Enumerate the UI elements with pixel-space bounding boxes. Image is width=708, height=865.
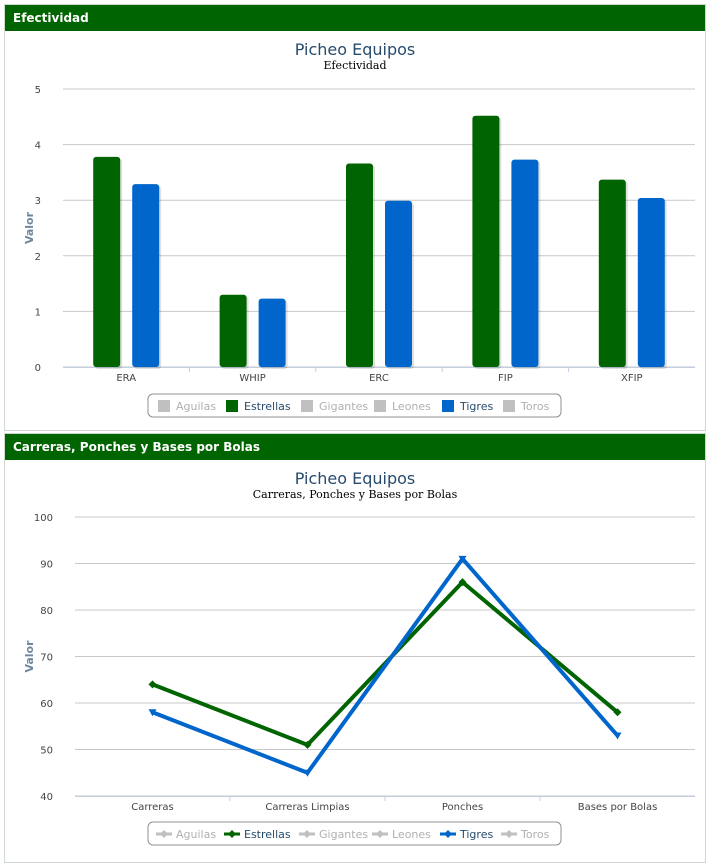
legend-item-leones[interactable]: Leones: [374, 400, 431, 413]
legend-label: Toros: [520, 400, 550, 413]
bar[interactable]: [385, 200, 412, 367]
legend-label: Estrellas: [244, 828, 291, 841]
x-tick-label: Carreras: [131, 802, 174, 813]
y-tick-label: 1: [35, 307, 41, 318]
legend-marker: [303, 830, 311, 838]
data-point[interactable]: [458, 578, 467, 587]
carreras-panel: Carreras, Ponches y Bases por Bolas Pich…: [4, 433, 706, 863]
bar[interactable]: [132, 184, 160, 367]
legend-label: Toros: [520, 828, 550, 841]
bar[interactable]: [472, 115, 500, 367]
bar[interactable]: [637, 197, 665, 367]
legend-label: Leones: [392, 828, 431, 841]
legend-label: Gigantes: [319, 400, 368, 413]
legend-item-leones[interactable]: Leones: [372, 828, 431, 841]
legend-marker: [228, 830, 236, 838]
legend-swatch: [374, 400, 386, 412]
panel-header: Carreras, Ponches y Bases por Bolas: [5, 434, 705, 460]
bar[interactable]: [346, 163, 373, 367]
y-axis-title: Valor: [23, 211, 36, 244]
x-tick-label: XFIP: [621, 373, 643, 384]
bar[interactable]: [219, 294, 247, 367]
legend-label: Tigres: [459, 828, 493, 841]
legend: Aguilas Estrellas Gigantes Leones Tigres Toro…: [147, 393, 562, 418]
legend-label: Leones: [392, 400, 431, 413]
legend-item-aguilas[interactable]: Aguilas: [156, 828, 216, 841]
legend-label: Estrellas: [244, 400, 291, 413]
legend-item-aguilas[interactable]: Aguilas: [158, 400, 216, 413]
legend-swatch: [301, 400, 313, 412]
y-tick-label: 0: [35, 363, 41, 374]
legend: Aguilas Estrellas Gigantes Leones Tigres Toro…: [147, 821, 562, 846]
efectividad-panel: Efectividad Picheo Equipos Efectividad 0 1 2…: [4, 4, 706, 431]
y-tick-label: 5: [35, 85, 41, 96]
series-estrellas: [93, 115, 628, 369]
chart-title: Picheo Equipos: [295, 469, 416, 488]
legend-marker: [160, 830, 168, 838]
x-tick-label: FIP: [498, 373, 513, 384]
legend-item-gigantes[interactable]: Gigantes: [299, 828, 368, 841]
legend-marker: [376, 830, 384, 838]
x-tick-label: WHIP: [239, 373, 265, 384]
legend-item-estrellas[interactable]: Estrellas: [226, 400, 291, 413]
y-tick-label: 100: [34, 513, 53, 524]
legend-swatch: [226, 400, 238, 412]
legend-item-tigres[interactable]: Tigres: [440, 828, 493, 841]
legend-label: Aguilas: [176, 828, 216, 841]
legend-box: [147, 821, 562, 846]
legend-item-toros[interactable]: Toros: [503, 400, 550, 413]
bar[interactable]: [93, 156, 121, 367]
x-tick-label: Bases por Bolas: [578, 802, 658, 813]
y-axis-title: Valor: [23, 640, 36, 673]
y-tick-label: 50: [40, 746, 53, 757]
series-line: [151, 556, 620, 775]
x-tick-label: ERC: [369, 373, 389, 384]
data-point[interactable]: [613, 708, 622, 717]
data-point[interactable]: [303, 740, 312, 749]
legend-swatch: [158, 400, 170, 412]
y-tick-label: 3: [35, 196, 41, 207]
legend-label: Tigres: [459, 400, 493, 413]
legend-label: Aguilas: [176, 400, 216, 413]
y-tick-label: 2: [35, 252, 41, 263]
bar[interactable]: [598, 179, 626, 367]
data-point[interactable]: [148, 709, 157, 717]
bar[interactable]: [511, 159, 539, 367]
legend-box: [147, 393, 562, 418]
y-tick-label: 90: [40, 560, 53, 571]
x-tick-label: Carreras Limpias: [265, 802, 349, 813]
legend-item-estrellas[interactable]: Estrellas: [224, 828, 291, 841]
chart-title: Picheo Equipos: [295, 40, 416, 59]
legend-item-tigres[interactable]: Tigres: [442, 400, 493, 413]
y-tick-label: 4: [35, 141, 41, 152]
y-tick-label: 70: [40, 653, 53, 664]
series-tigres: [132, 159, 667, 369]
legend-label: Gigantes: [319, 828, 368, 841]
series-tigres: [148, 555, 622, 777]
legend-marker: [444, 830, 452, 838]
bar[interactable]: [258, 298, 286, 367]
x-tick-label: ERA: [116, 373, 136, 384]
legend-marker: [505, 830, 513, 838]
y-tick-label: 40: [40, 792, 53, 803]
data-point[interactable]: [148, 680, 157, 689]
x-tick-label: Ponches: [442, 802, 483, 813]
y-tick-label: 80: [40, 606, 53, 617]
legend-swatch: [503, 400, 515, 412]
data-point[interactable]: [458, 555, 467, 563]
legend-item-toros[interactable]: Toros: [501, 828, 550, 841]
data-point[interactable]: [613, 732, 622, 740]
y-tick-label: 60: [40, 699, 53, 710]
chart-subtitle: Efectividad: [323, 59, 386, 72]
data-point[interactable]: [303, 769, 312, 777]
legend-swatch: [442, 400, 454, 412]
legend-item-gigantes[interactable]: Gigantes: [301, 400, 368, 413]
chart-subtitle: Carreras, Ponches y Bases por Bolas: [253, 488, 458, 501]
panel-header: Efectividad: [5, 5, 705, 31]
